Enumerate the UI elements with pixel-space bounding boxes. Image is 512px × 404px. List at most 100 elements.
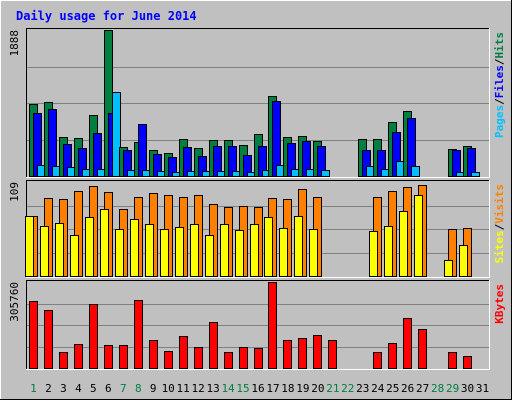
bar-kbytes-day-15	[239, 347, 248, 369]
bar-sites-day-27	[414, 195, 423, 277]
legend-visits: Sites/Visits	[493, 184, 506, 264]
x-tick-label-day-24: 24	[371, 382, 385, 395]
legend-item: Visits	[493, 184, 506, 224]
y-max-label-traffic: 1888	[8, 30, 21, 57]
x-tick-label-day-4: 4	[75, 382, 82, 395]
bar-kbytes-day-25	[388, 343, 397, 369]
x-tick-label-day-3: 3	[60, 382, 67, 395]
bar-sites-day-4	[70, 235, 79, 277]
chart-title: Daily usage for June 2014	[16, 9, 197, 23]
bar-kbytes-day-11	[179, 336, 188, 369]
bar-sites-day-17	[264, 217, 273, 277]
x-tick-label-day-22: 22	[341, 382, 354, 395]
x-tick-label-day-16: 16	[251, 382, 264, 395]
x-tick-label-day-18: 18	[281, 382, 294, 395]
bar-kbytes-day-20	[313, 335, 322, 369]
x-tick-label-day-11: 11	[177, 382, 190, 395]
x-tick-label-day-31: 31	[476, 382, 489, 395]
bar-sites-day-8	[130, 219, 139, 277]
legend-item: /	[493, 98, 506, 105]
bar-kbytes-day-6	[104, 345, 113, 369]
bar-files-day-8	[138, 124, 147, 177]
panel-visits: 109 Sites/Visits	[8, 180, 506, 278]
x-tick-label-day-9: 9	[150, 382, 157, 395]
bar-kbytes-day-13	[209, 322, 218, 369]
bar-kbytes-day-9	[149, 340, 158, 369]
x-tick-label-day-23: 23	[356, 382, 369, 395]
legend-item: Sites	[493, 230, 506, 263]
bar-sites-day-10	[160, 229, 169, 277]
bar-sites-day-1	[25, 216, 34, 277]
bar-sites-day-2	[40, 226, 49, 277]
bar-kbytes-day-10	[164, 351, 173, 369]
bar-sites-day-6	[100, 209, 109, 277]
x-tick-label-day-1: 1	[30, 382, 37, 395]
legend-item: /	[493, 223, 506, 230]
bar-sites-day-13	[205, 235, 214, 277]
bar-kbytes-day-19	[298, 338, 307, 369]
bar-kbytes-day-3	[59, 352, 68, 369]
bar-sites-day-16	[250, 224, 259, 277]
x-tick-label-day-13: 13	[206, 382, 219, 395]
bar-kbytes-day-12	[194, 347, 203, 369]
bar-kbytes-day-4	[74, 344, 83, 369]
x-tick-label-day-25: 25	[386, 382, 399, 395]
x-tick-label-day-30: 30	[461, 382, 474, 395]
x-tick-label-day-27: 27	[416, 382, 429, 395]
x-axis: 1 2 3 4 5 6 7 8 9 10 11 12 13 14 15 16 17 18 19 20 21 22 23 24 2…	[30, 382, 489, 395]
x-tick-label-day-15: 15	[236, 382, 249, 395]
x-tick-label-day-5: 5	[90, 382, 97, 395]
bar-kbytes-day-24	[373, 352, 382, 369]
bar-sites-day-30	[459, 245, 468, 277]
bar-kbytes-day-8	[134, 300, 143, 369]
y-max-label-visits: 109	[8, 182, 21, 202]
legend-item: Files	[493, 65, 506, 98]
bar-pages-day-20	[321, 170, 330, 177]
bar-kbytes-day-27	[418, 329, 427, 369]
bar-kbytes-day-2	[44, 310, 53, 369]
bar-sites-day-5	[85, 217, 94, 277]
bar-pages-day-30	[471, 172, 480, 177]
x-tick-label-day-20: 20	[311, 382, 324, 395]
bar-pages-day-26	[411, 166, 420, 177]
x-tick-label-day-2: 2	[45, 382, 52, 395]
y-max-label-kbytes: 305760	[8, 282, 21, 322]
bar-sites-day-9	[145, 224, 154, 277]
legend-kbytes: KBytes	[493, 284, 506, 324]
bar-sites-day-26	[399, 211, 408, 277]
legend-item: /	[493, 58, 506, 65]
bar-sites-day-18	[279, 228, 288, 277]
bar-kbytes-day-1	[29, 301, 38, 369]
x-tick-label-day-10: 10	[162, 382, 175, 395]
legend-item: KBytes	[493, 284, 506, 324]
bar-sites-day-25	[384, 226, 393, 277]
panel-kbytes: 305760 KBytes	[8, 280, 506, 370]
x-tick-label-day-26: 26	[401, 382, 414, 395]
bar-kbytes-day-16	[254, 348, 263, 369]
bar-kbytes-day-5	[89, 304, 98, 369]
bar-sites-day-29	[444, 260, 453, 277]
bar-kbytes-day-14	[224, 352, 233, 369]
bar-sites-day-24	[369, 231, 378, 277]
x-tick-label-day-12: 12	[192, 382, 205, 395]
legend-item: Pages	[493, 105, 506, 138]
bar-kbytes-day-30	[463, 356, 472, 369]
x-tick-label-day-19: 19	[296, 382, 309, 395]
x-tick-label-day-17: 17	[266, 382, 279, 395]
chart-panels: 1888Pages/Files/Hits109Sites/Visits30576…	[8, 28, 506, 370]
legend-traffic: Pages/Files/Hits	[493, 32, 506, 138]
x-tick-label-day-28: 28	[431, 382, 444, 395]
bar-kbytes-day-7	[119, 345, 128, 369]
legend-item: Hits	[493, 32, 506, 59]
bar-kbytes-day-26	[403, 318, 412, 369]
bar-sites-day-19	[294, 216, 303, 277]
bar-pages-day-6	[112, 92, 121, 177]
bar-sites-day-14	[220, 224, 229, 277]
bar-sites-day-15	[235, 230, 244, 277]
x-tick-label-day-7: 7	[120, 382, 127, 395]
x-tick-label-day-21: 21	[326, 382, 339, 395]
bar-kbytes-day-17	[268, 282, 277, 369]
bar-sites-day-7	[115, 229, 124, 277]
